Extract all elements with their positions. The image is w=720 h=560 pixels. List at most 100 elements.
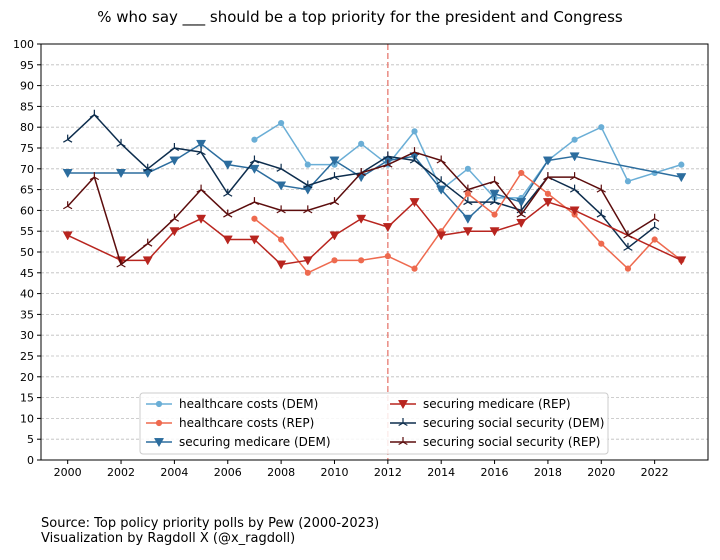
data-point (623, 230, 633, 239)
data-point (491, 211, 498, 218)
data-point (436, 155, 446, 164)
x-tick-label: 2016 (481, 466, 509, 479)
data-point (143, 163, 153, 172)
data-point (358, 257, 365, 264)
series-1 (62, 139, 687, 224)
data-point (302, 256, 313, 266)
data-point (276, 181, 287, 191)
source-line: Source: Top policy priority polls by Pew… (41, 516, 380, 531)
data-point (542, 198, 553, 208)
data-point (196, 139, 207, 149)
y-tick-label: 75 (20, 142, 34, 155)
data-point (409, 198, 420, 208)
data-point (676, 256, 687, 266)
legend-marker (398, 418, 408, 427)
data-point (89, 172, 100, 181)
y-tick-label: 45 (20, 267, 34, 280)
data-point (651, 236, 658, 243)
data-point (569, 172, 580, 181)
data-point (569, 206, 580, 216)
data-point (223, 209, 233, 218)
data-point (436, 176, 446, 185)
data-point (489, 227, 500, 237)
data-point (464, 190, 471, 197)
y-tick-label: 90 (20, 80, 34, 93)
y-tick-label: 80 (20, 121, 34, 134)
series-line (67, 201, 682, 266)
chart-title: % who say ___ should be a top priority f… (97, 8, 623, 26)
data-point (383, 159, 393, 168)
data-point (462, 214, 473, 224)
data-point (276, 205, 286, 214)
data-point (384, 253, 391, 260)
data-point (249, 164, 260, 174)
data-point (358, 140, 365, 147)
data-point (676, 173, 687, 183)
data-point (169, 227, 180, 237)
x-tick-label: 2006 (214, 466, 242, 479)
legend-entry: securing social security (DEM) (390, 416, 604, 430)
x-tick-label: 2008 (267, 466, 295, 479)
data-point (436, 185, 447, 195)
data-point (489, 197, 500, 206)
y-tick-label: 20 (20, 371, 34, 384)
data-point (276, 260, 287, 270)
y-tick-label: 5 (27, 433, 34, 446)
x-tick-label: 2000 (54, 466, 82, 479)
legend-label: healthcare costs (DEM) (179, 397, 318, 411)
x-tick-label: 2010 (320, 466, 348, 479)
data-point (411, 265, 418, 272)
data-point (63, 201, 73, 210)
data-point (516, 198, 527, 208)
data-point (303, 205, 313, 214)
data-point (518, 169, 525, 177)
series-layer (62, 109, 687, 276)
y-tick-label: 95 (20, 59, 34, 72)
y-tick-label: 40 (20, 288, 34, 301)
data-point (596, 184, 606, 193)
y-tick-label: 25 (20, 350, 34, 363)
data-point (329, 156, 340, 166)
legend-label: healthcare costs (REP) (179, 416, 314, 430)
data-point (596, 209, 606, 218)
data-point (516, 209, 526, 218)
x-tick-label: 2014 (427, 466, 455, 479)
legend: healthcare costs (DEM) healthcare costs (… (139, 392, 609, 455)
legend-label: securing medicare (REP) (423, 397, 571, 411)
data-point (62, 231, 73, 241)
data-point (116, 169, 127, 179)
y-tick-label: 70 (20, 163, 34, 176)
source-text: Source: Top policy priority polls by Pew… (41, 516, 379, 546)
legend-label: securing medicare (DEM) (179, 435, 331, 449)
x-tick-label: 2012 (374, 466, 402, 479)
x-tick-label: 2018 (534, 466, 562, 479)
legend-entry: healthcare costs (REP) (146, 416, 314, 430)
data-point (462, 227, 473, 237)
data-point (251, 215, 258, 222)
data-point (169, 143, 180, 152)
data-point (598, 124, 605, 131)
data-point (116, 259, 126, 268)
y-tick-label: 85 (20, 100, 34, 113)
data-point (331, 257, 338, 264)
y-tick-label: 100 (13, 38, 34, 51)
legend-label: securing social security (REP) (423, 435, 600, 449)
y-tick-label: 10 (20, 412, 34, 425)
data-point (222, 160, 233, 170)
data-point (463, 197, 473, 206)
data-point (649, 213, 660, 222)
data-point (303, 180, 313, 189)
legend-marker (153, 438, 165, 448)
series-4 (62, 198, 687, 270)
data-point (516, 218, 527, 228)
data-point (436, 231, 447, 241)
credit-line: Visualization by Ragdoll X (@x_ragdoll) (41, 531, 296, 546)
data-point (196, 147, 206, 156)
axis-ticks: 0 5 10 15 20 25 30 35 40 45 50 55 60 65 70 75 80 85 90 95 10… (13, 38, 669, 479)
data-point (464, 165, 471, 172)
data-point (278, 236, 285, 243)
data-point (143, 238, 153, 247)
legend-marker (398, 437, 408, 446)
data-point (223, 188, 233, 197)
data-point (249, 235, 260, 245)
